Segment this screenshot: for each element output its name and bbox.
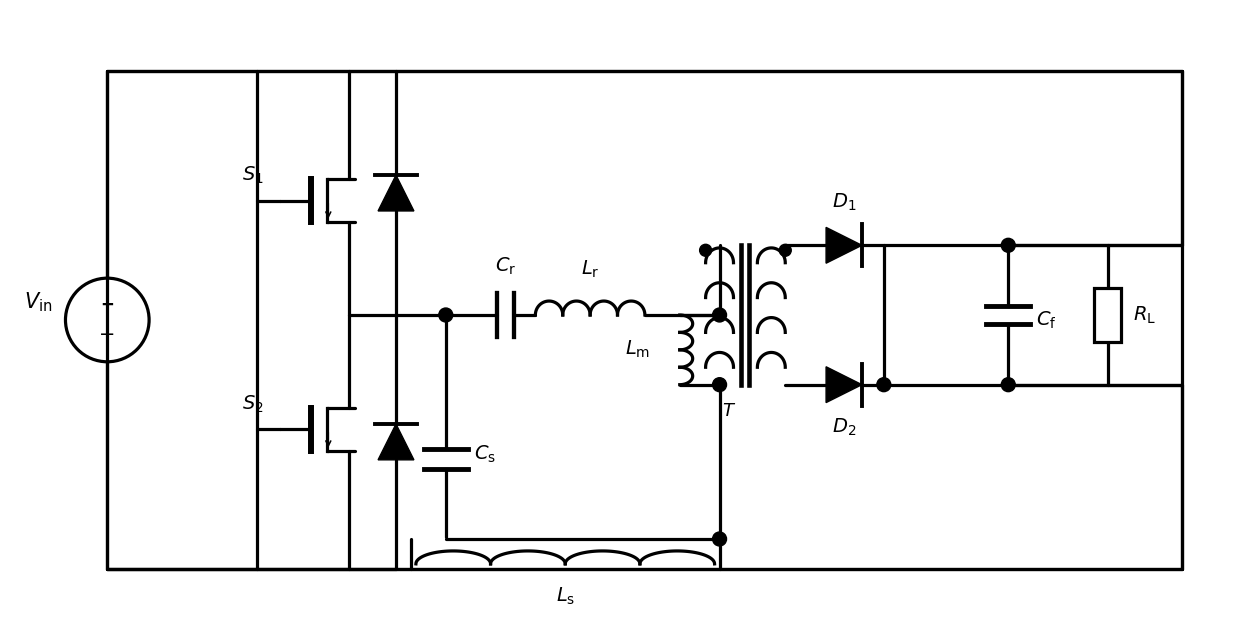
Polygon shape: [378, 175, 414, 211]
Circle shape: [1001, 238, 1015, 252]
Text: $S_1$: $S_1$: [242, 165, 264, 186]
Polygon shape: [826, 367, 862, 402]
Text: $L_{\rm m}$: $L_{\rm m}$: [624, 339, 650, 361]
Circle shape: [712, 308, 726, 322]
Polygon shape: [378, 424, 414, 460]
Text: $C_{\rm s}$: $C_{\rm s}$: [473, 444, 496, 465]
Text: $S_2$: $S_2$: [242, 394, 264, 415]
Text: $C_{\rm r}$: $C_{\rm r}$: [494, 256, 517, 277]
Circle shape: [877, 378, 891, 392]
Circle shape: [700, 244, 711, 256]
Text: $D_2$: $D_2$: [831, 416, 856, 438]
Text: $D_1$: $D_1$: [831, 192, 856, 214]
Text: $C_{\rm f}$: $C_{\rm f}$: [1036, 309, 1057, 331]
Polygon shape: [826, 228, 862, 263]
Circle shape: [712, 378, 726, 392]
Text: −: −: [99, 326, 115, 344]
Text: $T$: $T$: [722, 402, 737, 419]
Circle shape: [779, 244, 792, 256]
Text: $L_{\rm r}$: $L_{\rm r}$: [581, 259, 600, 280]
Text: $L_{\rm s}$: $L_{\rm s}$: [555, 586, 575, 607]
Circle shape: [1001, 378, 1015, 392]
Text: $V_{\rm in}$: $V_{\rm in}$: [24, 290, 52, 314]
Text: $R_{\rm L}$: $R_{\rm L}$: [1132, 304, 1156, 326]
Circle shape: [439, 308, 452, 322]
Circle shape: [712, 532, 726, 546]
Bar: [1094, 288, 1121, 342]
Text: +: +: [100, 296, 114, 314]
